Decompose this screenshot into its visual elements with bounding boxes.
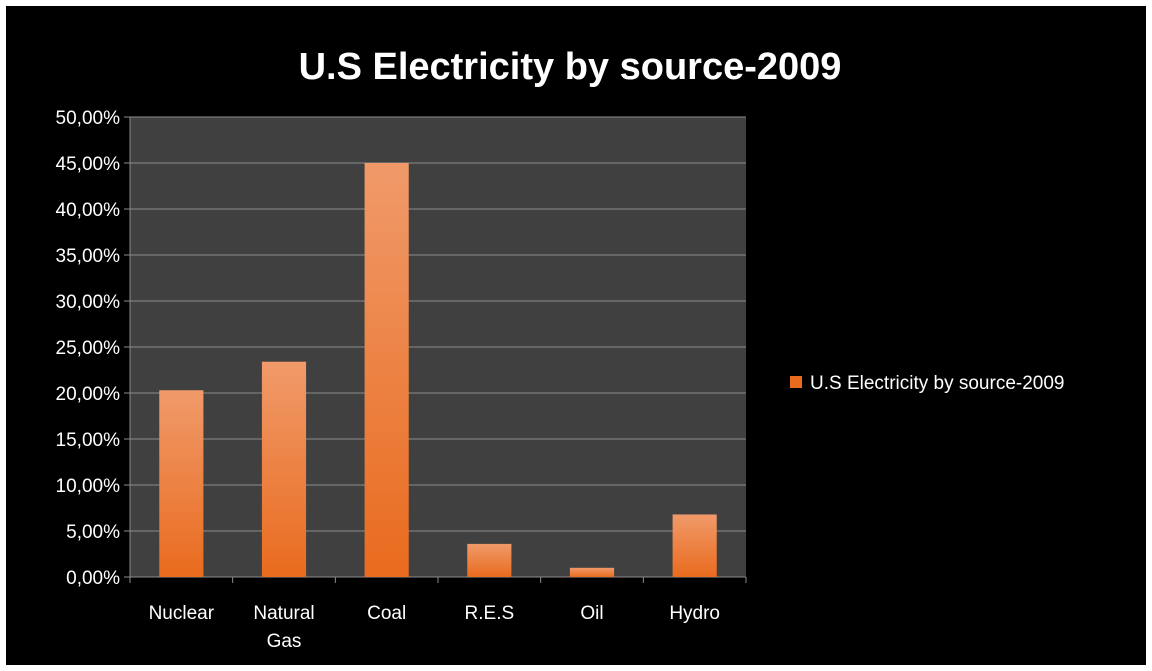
- bar: [364, 163, 409, 577]
- y-tick-label: 45,00%: [56, 154, 121, 175]
- bar: [261, 361, 307, 577]
- bars: [159, 163, 717, 577]
- legend-label: U.S Electricity by source-2009: [810, 373, 1065, 394]
- x-tick-label: Oil: [580, 603, 603, 624]
- y-tick-label: 40,00%: [56, 200, 121, 221]
- bar: [467, 543, 512, 577]
- y-axis-tick-labels: 0,00% 5,00% 10,00% 15,00% 20,00% 25,00% 30,00%…: [56, 108, 121, 589]
- x-tick-label: Hydro: [669, 603, 720, 624]
- x-tick-label: Coal: [367, 603, 406, 624]
- y-tick-label: 30,00%: [56, 292, 121, 313]
- bar: [159, 390, 204, 577]
- x-axis-tick-labels: Nuclear Natural Gas Coal R.E.S Oil Hydro: [149, 603, 720, 652]
- x-tick-label: Natural Gas: [253, 603, 314, 652]
- axes: [129, 117, 747, 583]
- y-tick-label: 50,00%: [56, 108, 121, 129]
- bar-chart: U.S Electricity by source-2009 0,00% 5,00…: [56, 46, 1065, 652]
- y-tick-label: 5,00%: [66, 522, 120, 543]
- y-tick-label: 0,00%: [66, 568, 120, 589]
- y-tick-label: 15,00%: [56, 430, 121, 451]
- bar: [672, 514, 717, 577]
- y-tick-label: 35,00%: [56, 246, 121, 267]
- y-tick-label: 25,00%: [56, 338, 121, 359]
- y-tick-label: 20,00%: [56, 384, 121, 405]
- legend: U.S Electricity by source-2009: [790, 373, 1065, 394]
- y-tick-label: 10,00%: [56, 476, 121, 497]
- legend-swatch: [790, 376, 802, 388]
- chart-title: U.S Electricity by source-2009: [299, 46, 842, 88]
- x-tick-label: R.E.S: [465, 603, 515, 624]
- chart-area: U.S Electricity by source-2009 0,00% 5,00…: [6, 6, 1146, 665]
- bar: [569, 567, 615, 577]
- gridlines: [124, 116, 746, 578]
- x-tick-label: Nuclear: [149, 603, 215, 624]
